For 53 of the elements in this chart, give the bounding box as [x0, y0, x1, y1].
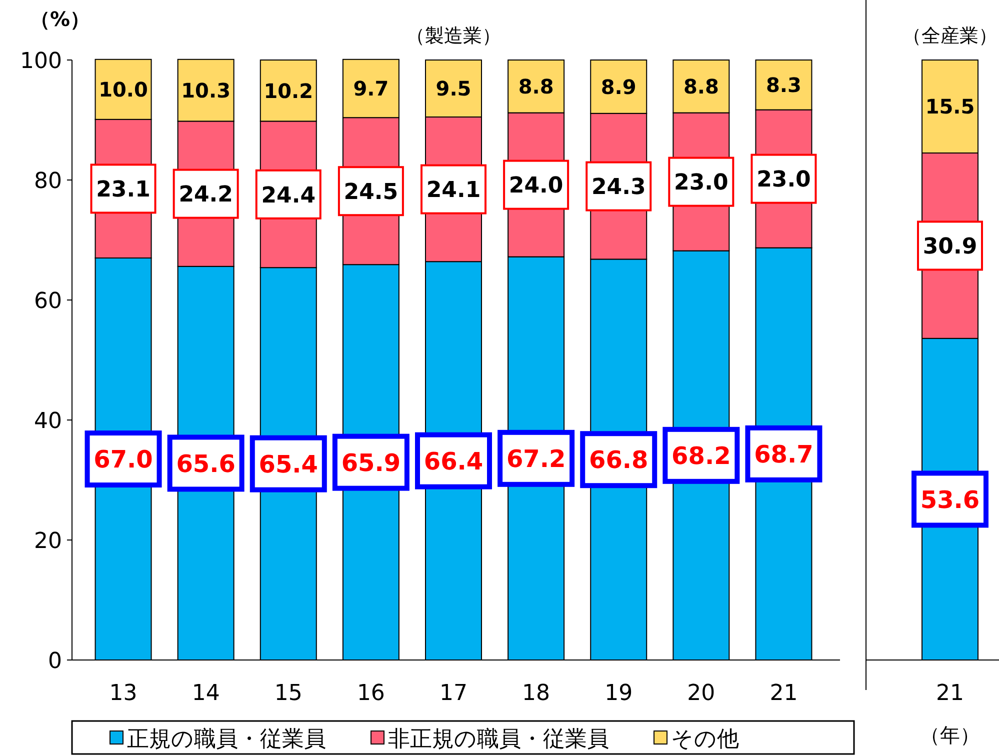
data-label: 15.5: [925, 94, 975, 119]
x-tick-label: 21: [936, 681, 964, 706]
y-tick-label: 100: [20, 49, 62, 74]
legend-label: 正規の職員・従業員: [127, 727, 326, 752]
x-tick-label: 16: [356, 681, 385, 706]
x-tick-label: 13: [109, 681, 138, 706]
y-tick-label: 80: [34, 169, 62, 194]
data-label: 65.4: [258, 450, 318, 478]
y-tick-label: 40: [34, 409, 62, 434]
data-label: 10.3: [181, 78, 231, 102]
data-label: 24.1: [426, 178, 481, 204]
x-tick-label: 19: [604, 681, 633, 706]
x-tick-label: 21: [770, 681, 798, 706]
data-label: 8.9: [600, 74, 636, 99]
data-label: 8.8: [518, 74, 554, 99]
data-label: 8.8: [683, 74, 719, 99]
data-label: 8.3: [766, 73, 802, 98]
x-tick-label: 20: [687, 681, 716, 706]
x-axis-title: （年）: [920, 723, 980, 747]
data-label: 30.9: [922, 234, 978, 260]
data-label: 24.5: [344, 180, 398, 206]
data-label: 68.2: [672, 442, 731, 470]
data-label: 65.6: [176, 450, 236, 478]
y-tick-label: 0: [48, 649, 62, 674]
data-label: 66.4: [424, 447, 484, 476]
y-tick-label: 20: [34, 529, 62, 554]
data-label: 24.0: [508, 174, 564, 199]
data-label: 23.0: [674, 170, 728, 196]
data-label: 68.7: [754, 440, 814, 469]
data-label: 24.2: [178, 182, 233, 208]
x-tick-label: 15: [274, 681, 302, 706]
data-label: 10.2: [264, 78, 314, 103]
data-label: 23.1: [96, 178, 150, 203]
x-tick-label: 14: [192, 681, 220, 706]
legend-label: 非正規の職員・従業員: [388, 727, 609, 752]
chart-title: （全産業）: [902, 25, 998, 47]
data-label: 24.3: [591, 175, 646, 200]
chart-title: （製造業）: [406, 25, 501, 47]
data-label: 66.8: [589, 446, 648, 474]
legend-label: その他: [671, 727, 739, 752]
data-label: 67.0: [94, 446, 153, 474]
y-axis-title: （%）: [30, 7, 90, 31]
data-label: 9.5: [436, 76, 472, 101]
x-tick-label: 17: [440, 681, 468, 706]
data-label: 65.9: [341, 448, 401, 477]
data-label: 67.2: [506, 445, 566, 474]
x-tick-label: 18: [522, 681, 550, 706]
data-label: 23.0: [756, 168, 811, 193]
y-tick-label: 60: [34, 289, 62, 314]
data-label: 24.4: [261, 183, 316, 208]
data-label: 10.0: [98, 78, 148, 102]
data-label: 53.6: [920, 486, 980, 514]
data-label: 9.7: [353, 76, 389, 101]
